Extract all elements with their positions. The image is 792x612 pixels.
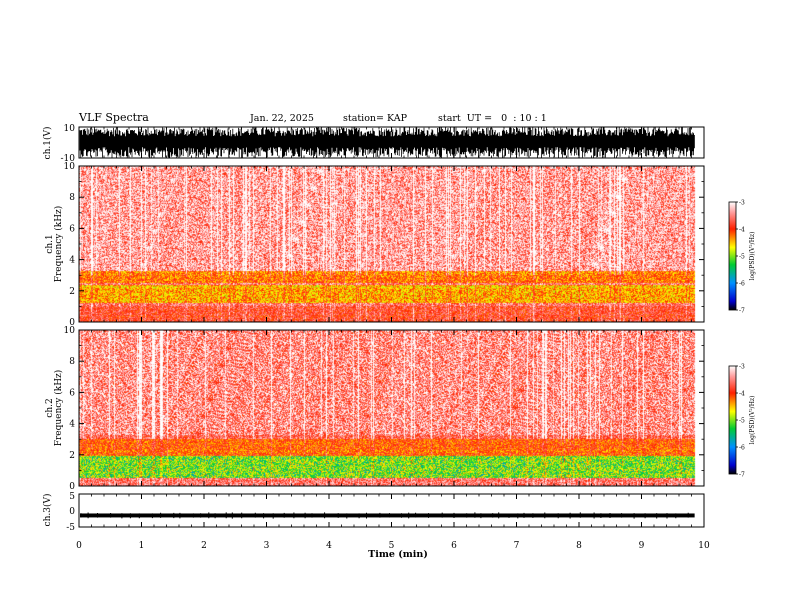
chart-title: VLF Spectra [79,111,149,124]
ch1-spec-ylabel-ch: ch.1 [45,234,55,253]
ch2-colorbar: -3 -4 -5 -6 -7 log(PSD)(V²/Hz) [728,364,756,479]
ch1-ytick-bottom: -10 [61,154,76,164]
y-tick-label: 8 [69,193,75,203]
ch1-ylabel: ch.1(V) [42,127,53,160]
ch1-waveform-line [79,127,695,158]
y-tick-label: 10 [64,162,76,172]
date-label: Jan. 22, 2025 [250,113,314,124]
ch3-ytick-top: 5 [69,492,75,502]
ch2-spec-ylabel-freq: Frequency (kHz) [53,370,64,447]
y-tick-label: 4 [69,420,75,430]
ch1-spectrogram-panel: 0 2 4 6 8 10 ch.1 Frequency (kHz) [45,162,705,328]
ch3-waveform-trace [80,512,695,519]
colorbar-gradient [728,201,737,311]
ch1-waveform-trace [79,127,695,158]
x-tick-label: 9 [639,541,645,551]
x-tick-label: 4 [326,541,332,551]
ch1-spec-ylabel-freq: Frequency (kHz) [53,206,64,283]
ch3-waveform-spikes [80,512,689,519]
x-tick-label: 10 [698,541,710,551]
y-tick-label: 10 [64,326,76,336]
ch3-ytick-mid: 0 [69,507,75,517]
colorbar-tick-label: -4 [739,391,745,398]
colorbar-tick-label: -6 [739,281,745,288]
y-tick-label: 8 [69,357,75,367]
ch1-colorbar: -3 -4 -5 -6 -7 log(PSD)(V²/Hz) [728,200,756,315]
y-tick-label: 2 [69,451,75,461]
colorbar-tick-label: -3 [739,364,745,371]
y-tick-label: 2 [69,287,75,297]
ch2-spec-yticks: 0 2 4 6 8 10 [64,326,704,492]
x-tick-label: 2 [201,541,207,551]
ch2-spectrogram-panel: 0 2 4 6 8 10 ch.2 Frequency (kHz) [45,326,705,492]
ch1-spec-yticks: 0 2 4 6 8 10 [64,162,704,328]
colorbar-tick-label: -6 [739,445,745,452]
x-tick-label: 3 [264,541,270,551]
colorbar-tick-label: -5 [739,418,745,425]
x-tick-label: 7 [514,541,520,551]
ch3-waveform-band [80,513,695,518]
x-axis-label: Time (min) [368,549,428,560]
colorbar-label: log(PSD)(V²/Hz) [749,232,756,281]
colorbar-tick-label: -7 [739,472,745,479]
colorbar-tick-label: -5 [739,254,745,261]
ch3-ylabel: ch.3(V) [42,494,53,527]
x-tick-label: 6 [451,541,457,551]
start-time-label: start UT = 0 : 10 : 1 [438,113,547,124]
y-tick-label: 0 [69,318,75,328]
x-tick-label: 0 [76,541,82,551]
y-tick-label: 4 [69,256,75,266]
station-label: station= KAP [343,113,407,124]
ch1-spectrogram-image [79,166,704,322]
colorbar-tick-label: -3 [739,200,745,207]
ch2-spec-ylabel-ch: ch.2 [45,398,55,417]
ch2-spectrogram-image [79,330,704,486]
y-tick-label: 6 [69,388,75,398]
ch3-ytick-bottom: -5 [66,523,75,533]
colorbar-label: log(PSD)(V²/Hz) [749,396,756,445]
colorbar-tick-label: -7 [739,308,745,315]
y-tick-label: 6 [69,224,75,234]
x-axis-ticks: 0 1 2 3 4 5 6 7 8 9 10 [76,127,710,551]
x-tick-label: 5 [389,541,395,551]
y-tick-label: 0 [69,482,75,492]
colorbar-gradient [728,365,737,475]
x-tick-label: 1 [139,541,145,551]
ch1-ytick-top: 10 [64,124,76,134]
x-tick-label: 8 [576,541,582,551]
colorbar-tick-label: -4 [739,227,745,234]
